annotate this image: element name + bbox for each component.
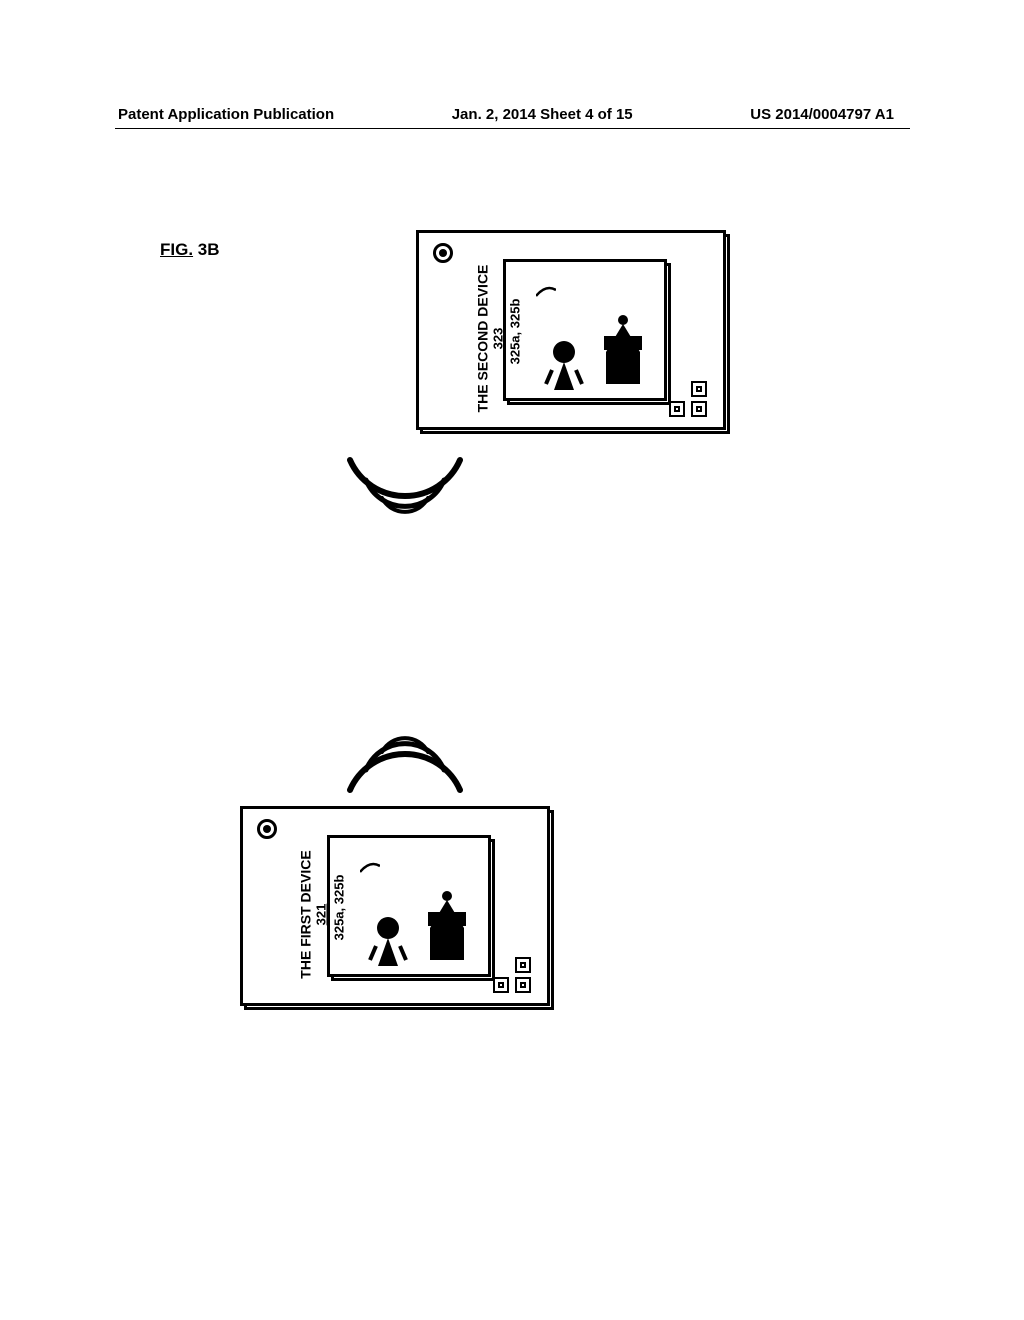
hw-button <box>493 977 509 993</box>
figure-diagram: THE FIRST DEVICE 321 325a, 325b <box>240 220 840 1080</box>
callout-label: 325a, 325b <box>507 299 522 365</box>
hw-button <box>515 957 531 973</box>
device-screen: 325a, 325b <box>327 835 491 977</box>
device-screen: 325a, 325b <box>503 259 667 401</box>
header-rule <box>115 128 910 129</box>
wireless-arcs-2-icon <box>330 450 480 590</box>
header-left: Patent Application Publication <box>118 106 334 123</box>
device-title-text: THE FIRST DEVICE <box>298 850 314 978</box>
device-title-text: THE SECOND DEVICE <box>475 265 491 413</box>
device-title: THE FIRST DEVICE 321 <box>298 835 329 995</box>
hw-button <box>691 381 707 397</box>
header-right: US 2014/0004797 A1 <box>750 106 894 123</box>
device-title: THE SECOND DEVICE 323 <box>475 254 506 424</box>
figure-label: FIG. 3B <box>160 240 220 260</box>
person-icon <box>598 312 648 392</box>
speaker-icon <box>433 243 453 263</box>
header-center: Jan. 2, 2014 Sheet 4 of 15 <box>452 106 633 123</box>
person-icon <box>368 916 408 966</box>
person-icon <box>544 340 584 390</box>
device-second: THE SECOND DEVICE 323 325a, 325b <box>416 230 726 430</box>
device-body: THE FIRST DEVICE 321 325a, 325b <box>240 806 550 1006</box>
page-header: Patent Application Publication Jan. 2, 2… <box>0 106 1024 123</box>
hw-button <box>515 977 531 993</box>
person-icon <box>422 888 472 968</box>
callout-tick-icon <box>536 284 556 298</box>
figure-label-prefix: FIG. <box>160 240 193 259</box>
wireless-arcs-1-icon <box>330 660 480 800</box>
callout-label: 325a, 325b <box>331 875 346 941</box>
device-body: THE SECOND DEVICE 323 325a, 325b <box>416 230 726 430</box>
callout-tick-icon <box>360 860 380 874</box>
figure-label-suffix: 3B <box>193 240 219 259</box>
hw-button <box>669 401 685 417</box>
device-first: THE FIRST DEVICE 321 325a, 325b <box>240 806 550 1006</box>
hw-button <box>691 401 707 417</box>
speaker-icon <box>257 819 277 839</box>
